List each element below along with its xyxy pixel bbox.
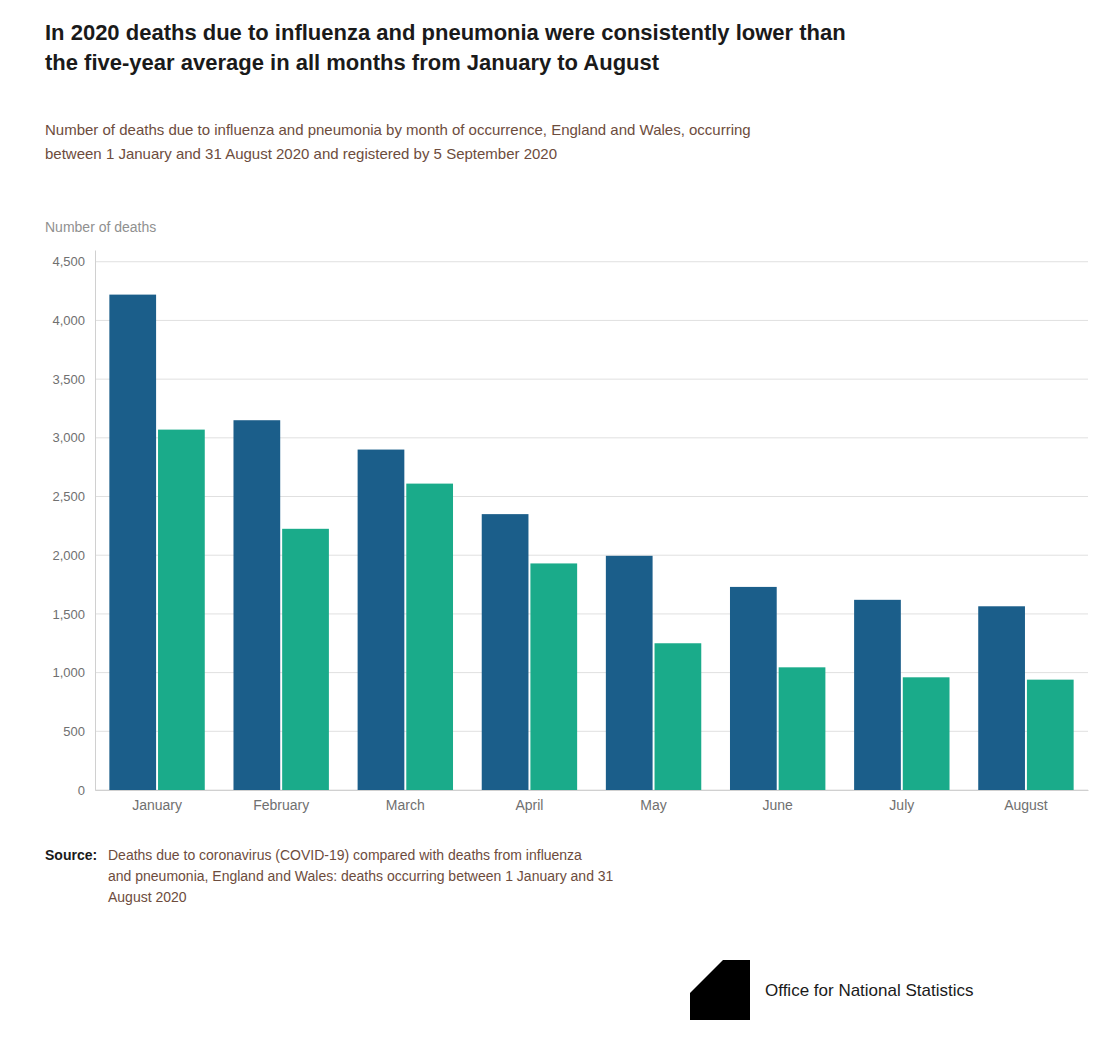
tick-label: 3,500: [52, 372, 85, 387]
tick: 3,500: [52, 372, 95, 387]
y-axis-title: Number of deaths: [45, 219, 156, 235]
tick-label: March: [386, 797, 425, 813]
bar: [1027, 680, 1074, 790]
tick-label: 500: [63, 724, 85, 739]
tick-label: 3,000: [52, 430, 85, 445]
series: [158, 430, 1074, 790]
subtitle: Number of deaths due to influenza and pn…: [45, 121, 751, 162]
bar: [655, 643, 702, 790]
logo: [690, 960, 750, 1020]
series: [109, 295, 1025, 790]
tick: May: [640, 790, 666, 813]
bar: [482, 514, 529, 790]
tick: 1,500: [52, 607, 95, 622]
bar: [406, 484, 453, 790]
text-line: Number of deaths due to influenza and pn…: [45, 121, 751, 138]
tick-label: January: [132, 797, 182, 813]
source-label: Source:: [45, 847, 97, 863]
tick-label: 2,000: [52, 548, 85, 563]
grid-line: [95, 320, 1088, 321]
credit: Office for National Statistics: [765, 981, 974, 1000]
tick: 0: [78, 783, 95, 798]
bar: [730, 587, 777, 790]
bar: [358, 450, 405, 790]
bar: [282, 529, 329, 790]
tick: 500: [63, 724, 95, 739]
tick: July: [889, 790, 914, 813]
grid-line: [95, 261, 1088, 262]
tick-label: 0: [78, 783, 85, 798]
text-line: Deaths due to coronavirus (COVID-19) com…: [108, 847, 582, 863]
title: In 2020 deaths due to influenza and pneu…: [45, 20, 846, 75]
grid: [95, 262, 1088, 790]
tick-label: 4,000: [52, 313, 85, 328]
tick: 4,000: [52, 313, 95, 328]
tick: 2,500: [52, 489, 95, 504]
bar: [903, 677, 950, 790]
tick: February: [253, 790, 309, 813]
text-line: and pneumonia, England and Wales: deaths…: [108, 868, 614, 884]
tick-label: August: [1004, 797, 1048, 813]
bars: [109, 295, 1073, 790]
tick: March: [386, 790, 425, 813]
tick-label: May: [640, 797, 666, 813]
axis-line: [95, 251, 96, 791]
logo-cutout: [690, 960, 723, 993]
source: Deaths due to coronavirus (COVID-19) com…: [108, 847, 614, 905]
tick: August: [1004, 790, 1048, 813]
bar: [233, 420, 280, 790]
tick: 1,000: [52, 665, 95, 680]
tick-label: 1,000: [52, 665, 85, 680]
tick: April: [515, 790, 543, 813]
tick: June: [763, 790, 794, 813]
bar: [158, 430, 205, 790]
text-line: August 2020: [108, 889, 187, 905]
grid-line: [95, 379, 1088, 380]
tick: January: [132, 790, 182, 813]
bar: [606, 556, 653, 790]
x-axis: January February March April May June July Augu…: [96, 790, 1089, 813]
logo-square: [690, 960, 750, 1020]
bar: [530, 563, 577, 790]
tick-label: 1,500: [52, 607, 85, 622]
text-line: between 1 January and 31 August 2020 and…: [45, 145, 557, 162]
y-axis: 0 500 1,000 1,500 2,000 2,500 3,000 3,500 4,000 4…: [52, 251, 95, 798]
tick: 2,000: [52, 548, 95, 563]
tick-label: 4,500: [52, 254, 85, 269]
axis-line: [96, 790, 1089, 791]
bar: [109, 295, 156, 790]
bar: [978, 606, 1025, 790]
text-line: In 2020 deaths due to influenza and pneu…: [45, 20, 846, 45]
tick-label: July: [889, 797, 914, 813]
tick-label: June: [763, 797, 794, 813]
tick-label: 2,500: [52, 489, 85, 504]
bar: [779, 667, 826, 790]
tick: 3,000: [52, 430, 95, 445]
chart: In 2020 deaths due to influenza and pneu…: [0, 0, 1118, 1059]
tick-label: April: [515, 797, 543, 813]
bar: [854, 600, 901, 790]
tick: 4,500: [52, 254, 95, 269]
text-line: the five-year average in all months from…: [45, 50, 660, 75]
tick-label: February: [253, 797, 309, 813]
